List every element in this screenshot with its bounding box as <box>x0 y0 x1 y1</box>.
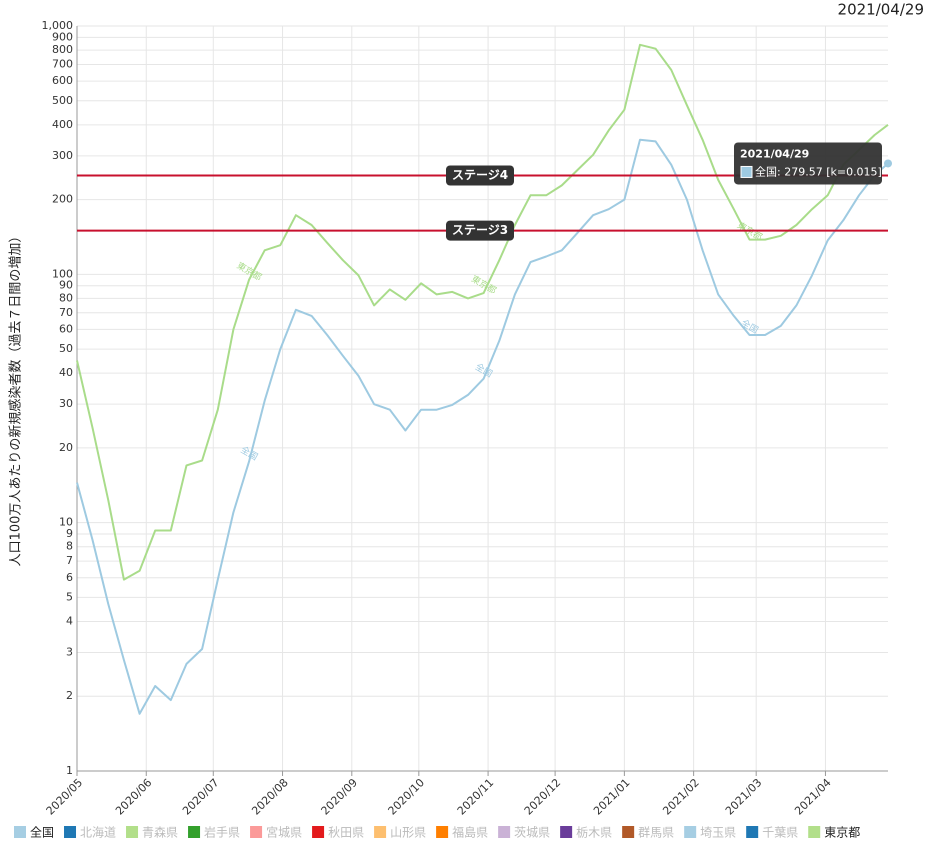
legend-label: 福島県 <box>452 825 488 840</box>
x-tick-label: 2021/02 <box>660 776 702 818</box>
y-tick-label: 80 <box>59 291 73 304</box>
y-tick-label: 200 <box>52 193 73 206</box>
y-tick-label: 5 <box>66 590 73 603</box>
y-tick-label: 400 <box>52 118 73 131</box>
x-tick-label: 2021/04 <box>792 776 834 818</box>
legend-item[interactable]: 千葉県 <box>746 826 798 840</box>
threshold-label: ステージ3 <box>452 223 508 237</box>
series-inline-label: 全国 <box>238 444 260 463</box>
x-tick-label: 2020/08 <box>249 776 291 818</box>
legend-swatch <box>746 826 759 838</box>
legend-label: 青森県 <box>142 825 178 840</box>
legend-label: 群馬県 <box>638 826 674 840</box>
legend-swatch <box>64 826 77 838</box>
series-inline-label: 全国 <box>739 317 761 336</box>
x-tick-label: 2020/05 <box>44 776 86 818</box>
legend-label: 栃木県 <box>576 826 612 840</box>
x-tick-label: 2020/10 <box>386 776 428 818</box>
y-tick-label: 9 <box>66 527 73 540</box>
tooltip-text: 全国: 279.57 [k=0.015] <box>755 164 882 178</box>
legend-swatch <box>808 826 821 838</box>
legend-swatch <box>684 826 697 838</box>
tooltip-swatch <box>740 165 753 178</box>
tooltip-bg <box>734 142 882 185</box>
date-label: 2021/04/29 <box>838 1 924 19</box>
x-tick-label: 2020/09 <box>319 776 361 818</box>
y-tick-label: 30 <box>59 397 73 410</box>
legend-item[interactable]: 北海道 <box>64 826 116 840</box>
y-tick-label: 3 <box>66 646 73 659</box>
legend-swatch <box>312 826 325 838</box>
legend-swatch <box>374 826 387 838</box>
series-line <box>76 138 889 715</box>
y-tick-label: 1,000 <box>42 19 74 32</box>
y-tick-label: 600 <box>52 74 73 87</box>
y-tick-label: 500 <box>52 94 73 107</box>
threshold-label-bg <box>446 220 514 241</box>
legend-label: 千葉県 <box>762 826 798 840</box>
legend-item[interactable]: 栃木県 <box>560 826 612 840</box>
y-tick-label: 100 <box>52 267 73 280</box>
y-tick-label: 4 <box>66 614 73 627</box>
x-tick-label: 2020/12 <box>522 776 564 818</box>
y-tick-label: 50 <box>59 342 73 355</box>
tooltip-title: 2021/04/29 <box>740 147 809 160</box>
hover-point <box>884 159 892 168</box>
x-tick-label: 2021/03 <box>723 776 765 818</box>
y-tick-label: 800 <box>52 43 73 56</box>
threshold-label: ステージ4 <box>452 168 508 182</box>
y-tick-label: 60 <box>59 322 73 335</box>
y-tick-label: 6 <box>66 571 73 584</box>
y-tick-label: 90 <box>59 279 73 292</box>
y-tick-label: 300 <box>52 149 73 162</box>
y-tick-label: 900 <box>52 30 73 43</box>
legend-item[interactable]: 山形県 <box>374 826 426 840</box>
legend-item[interactable]: 秋田県 <box>312 826 364 840</box>
legend-swatch <box>622 826 635 838</box>
legend-swatch <box>250 826 263 838</box>
legend-label: 山形県 <box>390 826 426 840</box>
legend-label: 埼玉県 <box>700 826 736 840</box>
legend-item[interactable]: 福島県 <box>436 825 488 840</box>
series-inline-label: 全国 <box>473 361 495 380</box>
legend-label: 岩手県 <box>204 825 240 840</box>
threshold-label-bg <box>446 165 514 186</box>
y-axis-label: 人口100万人あたりの新規感染者数（過去７日間の増加） <box>8 230 24 567</box>
legend-item[interactable]: 岩手県 <box>188 825 240 840</box>
legend-item[interactable]: 青森県 <box>126 825 178 840</box>
legend-item[interactable]: 群馬県 <box>622 826 674 840</box>
y-tick-label: 700 <box>52 57 73 70</box>
legend-label: 北海道 <box>80 826 116 840</box>
legend-swatch <box>560 826 573 838</box>
legend-item[interactable]: 東京都 <box>808 826 860 840</box>
legend-swatch <box>126 826 139 838</box>
x-tick-label: 2020/11 <box>455 776 497 818</box>
x-tick-label: 2020/06 <box>113 776 155 818</box>
legend-label: 秋田県 <box>328 826 364 840</box>
series-line <box>76 43 889 581</box>
legend-item[interactable]: 宮城県 <box>250 825 302 840</box>
y-tick-label: 70 <box>59 306 73 319</box>
x-tick-label: 2020/07 <box>180 776 222 818</box>
y-tick-label: 40 <box>59 366 73 379</box>
legend-label: 宮城県 <box>266 825 302 840</box>
y-tick-label: 2 <box>66 689 73 702</box>
legend-item[interactable]: 茨城県 <box>498 826 550 840</box>
y-tick-label: 7 <box>66 554 73 567</box>
y-tick-label: 1 <box>66 764 73 777</box>
legend-label: 東京都 <box>824 826 860 840</box>
y-tick-label: 10 <box>59 516 73 529</box>
x-tick-label: 2021/01 <box>591 776 633 818</box>
legend-item[interactable]: 全国 <box>14 826 54 840</box>
legend-swatch <box>14 826 26 838</box>
legend-swatch <box>498 826 511 838</box>
legend-swatch <box>436 826 449 838</box>
legend-label: 茨城県 <box>514 826 550 840</box>
y-tick-label: 8 <box>66 540 73 553</box>
legend-swatch <box>188 826 201 838</box>
legend-label: 全国 <box>30 826 54 840</box>
legend-item[interactable]: 埼玉県 <box>684 826 736 840</box>
y-tick-label: 20 <box>59 441 73 454</box>
